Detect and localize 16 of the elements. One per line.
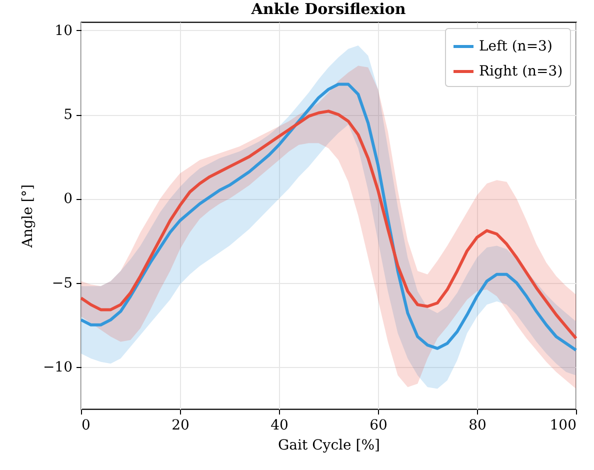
chart-title: Ankle Dorsiflexion — [250, 0, 406, 18]
x-axis-title: Gait Cycle [%] — [278, 438, 380, 454]
y-tick-label: −5 — [52, 275, 72, 292]
legend-label: Right (n=3) — [479, 64, 563, 80]
y-tick-label: 0 — [64, 191, 72, 208]
x-tick-label: 40 — [270, 418, 288, 434]
y-tick-label: 10 — [54, 22, 72, 39]
y-tick-label: −10 — [42, 359, 72, 376]
x-tick-label: 80 — [468, 418, 486, 434]
x-tick-label: 100 — [550, 418, 576, 434]
y-tick-label: 5 — [64, 107, 72, 124]
x-tick-label: 0 — [82, 418, 90, 434]
x-tick-label: 20 — [172, 418, 190, 434]
legend-label: Left (n=3) — [479, 38, 552, 54]
x-tick-label: 60 — [370, 418, 388, 434]
y-axis-title: Angle [°] — [20, 184, 36, 249]
